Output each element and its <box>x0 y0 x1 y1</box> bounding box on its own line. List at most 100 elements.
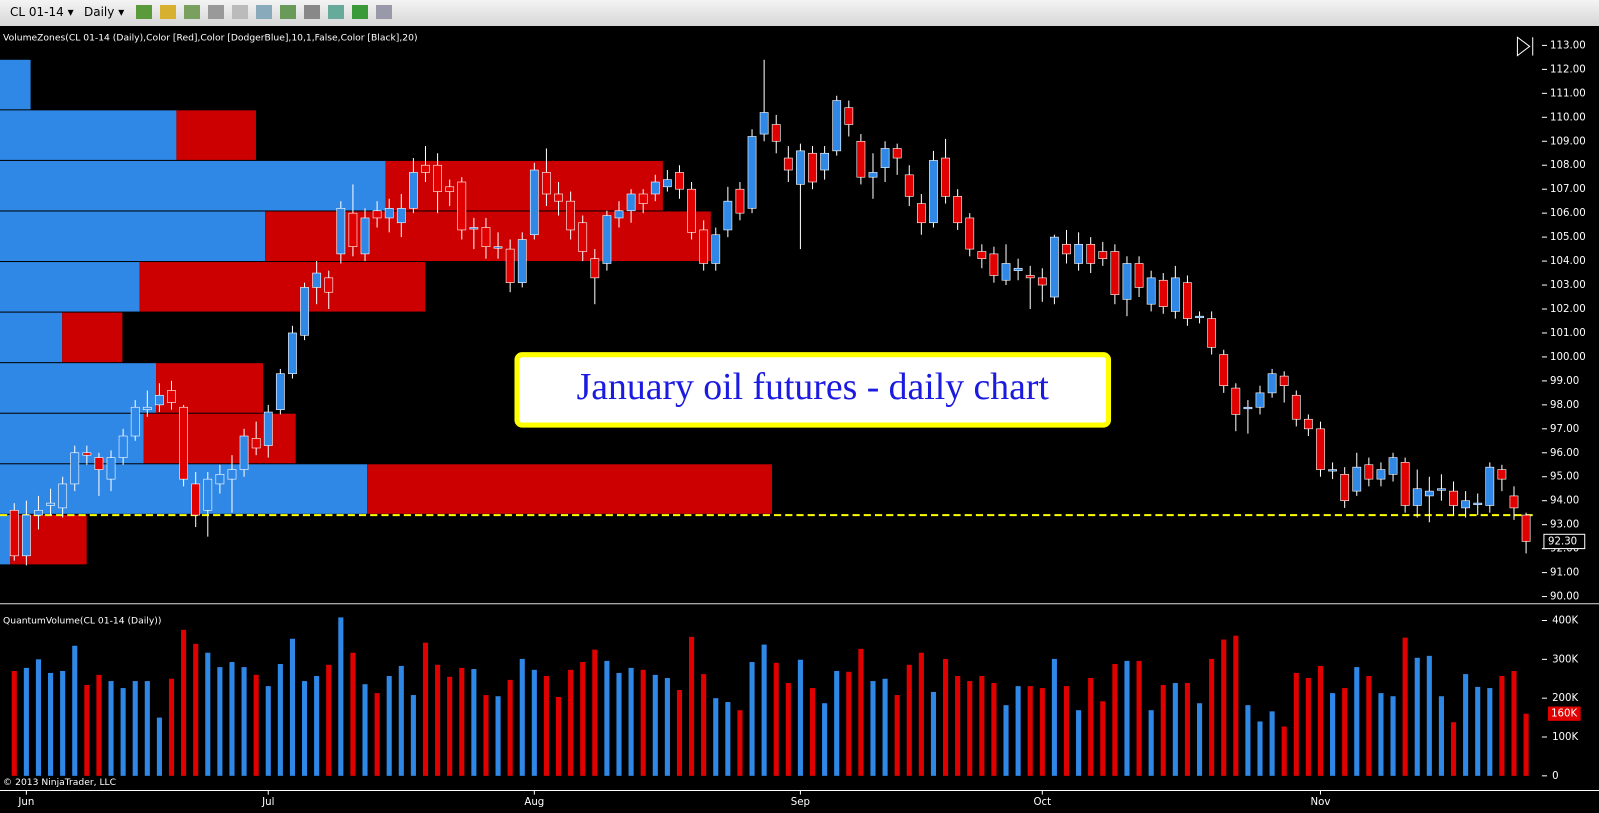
volume-bar <box>1354 667 1360 776</box>
volume-bar <box>96 674 102 776</box>
candle-body <box>433 164 442 192</box>
volume-bar <box>1209 658 1215 776</box>
volume-bar <box>785 683 791 776</box>
volume-bar <box>761 644 767 776</box>
volume-bar <box>1148 710 1154 776</box>
instrument-selector[interactable]: CL 01-14 ▾ <box>10 5 74 19</box>
candle-body <box>614 210 624 219</box>
properties-icon[interactable] <box>328 5 344 19</box>
volume-bar <box>1184 683 1190 776</box>
volume-bar <box>1172 683 1178 776</box>
y-tick-label: 99.00 <box>1550 376 1579 387</box>
candle-body <box>989 253 999 276</box>
volume-bar <box>1027 686 1033 776</box>
candle-body <box>747 136 757 209</box>
instrument: CL 01-14 <box>10 5 64 19</box>
volume-bar <box>809 688 816 776</box>
zoom-icon[interactable] <box>256 5 272 19</box>
candle-body <box>687 188 696 233</box>
candle-body <box>1437 488 1446 491</box>
candle-body <box>1219 354 1229 386</box>
candle-body <box>977 251 987 259</box>
candle-body <box>215 474 225 485</box>
volume-bar <box>1221 639 1227 776</box>
volume-y-tick-label: 300K <box>1552 654 1578 665</box>
bar-type-icon[interactable] <box>136 5 152 19</box>
volume-bar <box>398 665 404 776</box>
volume-bar <box>447 676 453 776</box>
candle-body <box>832 100 842 152</box>
volume-bar <box>531 669 537 776</box>
volume-bar <box>301 681 308 776</box>
volume-bar <box>495 696 501 776</box>
candle-body <box>1243 406 1253 410</box>
period-selector[interactable]: Daily ▾ <box>84 5 125 19</box>
volume-bar <box>846 671 852 776</box>
volume-bar <box>725 702 731 776</box>
candle-body <box>844 107 854 125</box>
y-tick-label: 108.00 <box>1550 160 1586 171</box>
candle-body <box>1497 469 1507 480</box>
candle-body <box>421 164 430 173</box>
candle-body <box>70 452 80 485</box>
volume-bar <box>168 678 175 776</box>
candle-body <box>820 152 829 171</box>
candle-body <box>191 483 201 516</box>
indicator-icon[interactable] <box>280 5 296 19</box>
candle-body <box>1400 462 1410 506</box>
y-tick-label: 94.00 <box>1550 496 1579 507</box>
y-tick-label: 104.00 <box>1550 256 1586 267</box>
indicator-label: VolumeZones(CL 01-14 (Daily),Color [Red]… <box>3 33 418 44</box>
last-volume-label: 160K <box>1551 709 1577 720</box>
volume-bar <box>640 669 646 776</box>
remove-icon[interactable] <box>208 5 224 19</box>
volume-bar <box>1487 688 1493 776</box>
strategy-icon[interactable] <box>304 5 320 19</box>
candle-body <box>1509 495 1519 509</box>
volume-bar <box>543 676 549 776</box>
volume-bar <box>35 659 42 776</box>
play-icon[interactable] <box>1516 36 1534 57</box>
volume-bar <box>979 676 985 776</box>
volume-bar <box>314 676 320 776</box>
tool-icons <box>136 5 392 19</box>
volume-bar <box>906 664 912 776</box>
y-tick-label: 91.00 <box>1550 568 1579 579</box>
volume-bar <box>1112 663 1118 776</box>
volume-bar <box>507 679 513 776</box>
add-icon[interactable] <box>184 5 200 19</box>
volume-bar <box>894 695 900 776</box>
volume-bar <box>1233 635 1239 776</box>
x-tick-label: Sep <box>791 797 810 808</box>
zone-down <box>176 110 256 160</box>
candle-body <box>602 215 612 264</box>
candle-body <box>1050 236 1059 298</box>
candle-body <box>1424 490 1434 497</box>
cursor-icon[interactable] <box>232 5 248 19</box>
candle-body <box>239 435 249 470</box>
volume-bar <box>362 684 368 776</box>
volume-bar <box>181 629 187 776</box>
volume-bar <box>1160 684 1166 776</box>
candle-body <box>1485 466 1495 506</box>
candle-body <box>106 457 116 480</box>
zone-down <box>10 514 87 565</box>
y-tick-label: 93.00 <box>1550 520 1579 531</box>
candle-body <box>1340 474 1350 502</box>
volume-bar <box>737 710 743 776</box>
candle-body <box>1231 387 1241 415</box>
volume-bar <box>664 677 670 776</box>
candle-body <box>493 246 503 249</box>
dollar-icon[interactable] <box>352 5 368 19</box>
volume-bar <box>1438 696 1444 776</box>
list-icon[interactable] <box>376 5 392 19</box>
draw-icon[interactable] <box>160 5 176 19</box>
candle-body <box>1183 282 1192 319</box>
candle-body <box>1473 502 1483 505</box>
y-tick-label: 92.00 <box>1550 544 1579 555</box>
volume-bar <box>1523 713 1529 776</box>
candle-body <box>469 227 479 230</box>
candle-body <box>9 509 19 557</box>
candle-body <box>251 438 261 449</box>
